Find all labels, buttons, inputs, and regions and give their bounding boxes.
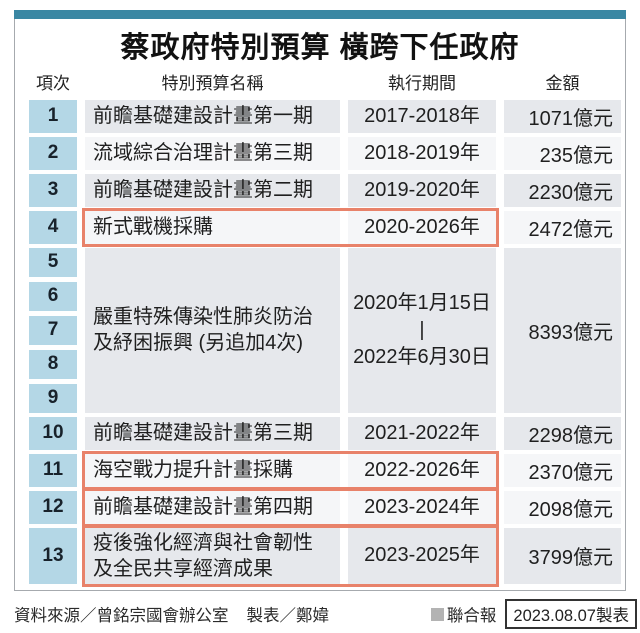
amount-cell: 3799億元 <box>504 527 621 584</box>
header-period: 執行期間 <box>388 74 456 94</box>
item-number-cell: 8 <box>29 349 77 379</box>
table-box: 蔡政府特別預算 橫跨下任政府 項次 特別預算名稱 執行期間 金額 1 前瞻基礎建… <box>14 19 626 591</box>
footer: 資料來源／曾銘宗國會辦公室 製表／鄭媁 聯合報 2023.08.07製表 <box>14 599 637 629</box>
item-number-cell: 7 <box>29 315 77 345</box>
period-cell: 2021-2022年 <box>348 416 496 450</box>
header-item: 項次 <box>36 74 70 94</box>
budget-name-cell: 疫後強化經濟與社會韌性 及全民共享經濟成果 <box>85 527 340 584</box>
brand-square-icon <box>430 607 444 621</box>
amount-cell: 1071億元 <box>504 99 621 133</box>
budget-name-cell: 海空戰力提升計畫採購 <box>85 453 340 487</box>
table-header: 項次 特別預算名稱 執行期間 金額 <box>15 68 625 96</box>
item-number-cell: 11 <box>29 453 77 487</box>
table-row: 3 前瞻基礎建設計畫第二期 2019-2020年 2230億元 <box>29 173 621 207</box>
table-row-highlighted: 11 海空戰力提升計畫採購 2022-2026年 2370億元 <box>29 450 621 490</box>
item-number-cell: 1 <box>29 99 77 133</box>
table-row: 10 前瞻基礎建設計畫第三期 2021-2022年 2298億元 <box>29 416 621 450</box>
table-row: 1 前瞻基礎建設計畫第一期 2017-2018年 1071億元 <box>29 99 621 133</box>
item-number-cell: 2 <box>29 136 77 170</box>
period-cell: 2023-2024年 <box>348 490 496 524</box>
amount-cell: 8393億元 <box>504 247 621 413</box>
amount-cell: 2370億元 <box>504 453 621 487</box>
table-row-merged: 5 6 7 8 9 嚴重特殊傳染性肺炎防治 及紓困振興 (另追加4次) 2020… <box>29 247 621 413</box>
table-row-highlighted: 12 前瞻基礎建設計畫第四期 2023-2024年 2098億元 <box>29 487 621 527</box>
date-box: 2023.08.07製表 <box>505 599 637 629</box>
budget-name-cell: 嚴重特殊傳染性肺炎防治 及紓困振興 (另追加4次) <box>85 247 340 413</box>
budget-name-cell: 前瞻基礎建設計畫第二期 <box>85 173 340 207</box>
period-cell: 2018-2019年 <box>348 136 496 170</box>
budget-name-cell: 前瞻基礎建設計畫第四期 <box>85 490 340 524</box>
highlight-outline: 新式戰機採購 2020-2026年 <box>82 207 499 247</box>
header-amount: 金額 <box>545 74 580 94</box>
amount-cell: 2298億元 <box>504 416 621 450</box>
highlight-outline: 疫後強化經濟與社會韌性 及全民共享經濟成果 2023-2025年 <box>82 524 499 587</box>
period-cell: 2023-2025年 <box>348 527 496 584</box>
brand-name: 聯合報 <box>446 607 497 625</box>
item-number-cell: 13 <box>29 527 77 584</box>
budget-name-cell: 流域綜合治理計畫第三期 <box>85 136 340 170</box>
table-row-highlighted: 13 疫後強化經濟與社會韌性 及全民共享經濟成果 2023-2025年 3799… <box>29 524 621 587</box>
period-cell: 2020-2026年 <box>348 210 496 244</box>
period-cell: 2022-2026年 <box>348 453 496 487</box>
item-number-cell: 4 <box>29 210 77 244</box>
table-row: 2 流域綜合治理計畫第三期 2018-2019年 235億元 <box>29 136 621 170</box>
header-name: 特別預算名稱 <box>161 74 264 94</box>
top-accent-bar <box>14 10 626 19</box>
item-number-cell: 3 <box>29 173 77 207</box>
period-cell: 2017-2018年 <box>348 99 496 133</box>
table-body: 1 前瞻基礎建設計畫第一期 2017-2018年 1071億元 2 流域綜合治理… <box>15 96 625 587</box>
brand-area: 聯合報 2023.08.07製表 <box>430 599 637 629</box>
period-cell: 2020年1月15日 | 2022年6月30日 <box>348 247 496 413</box>
budget-name-cell: 前瞻基礎建設計畫第三期 <box>85 416 340 450</box>
amount-cell: 2098億元 <box>504 490 621 524</box>
item-number-cell: 10 <box>29 416 77 450</box>
budget-name-cell: 新式戰機採購 <box>85 210 340 244</box>
item-number-cell: 6 <box>29 281 77 311</box>
amount-cell: 2472億元 <box>504 210 621 244</box>
table-row-highlighted: 4 新式戰機採購 2020-2026年 2472億元 <box>29 207 621 247</box>
budget-name-cell: 前瞻基礎建設計畫第一期 <box>85 99 340 133</box>
item-number-cell: 12 <box>29 490 77 524</box>
item-number-cell: 5 <box>29 247 77 277</box>
infographic-frame: 蔡政府特別預算 橫跨下任政府 項次 特別預算名稱 執行期間 金額 1 前瞻基礎建… <box>14 10 626 591</box>
highlight-outline: 前瞻基礎建設計畫第四期 2023-2024年 <box>82 487 499 527</box>
item-number-cell: 9 <box>29 383 77 413</box>
footer-maker: 製表／鄭媁 <box>246 607 330 625</box>
item-number-stack: 5 6 7 8 9 <box>29 247 77 413</box>
highlight-outline: 海空戰力提升計畫採購 2022-2026年 <box>82 450 499 490</box>
amount-cell: 2230億元 <box>504 173 621 207</box>
amount-cell: 235億元 <box>504 136 621 170</box>
footer-source: 資料來源／曾銘宗國會辦公室 <box>14 607 229 625</box>
page-title: 蔡政府特別預算 橫跨下任政府 <box>120 32 520 64</box>
period-cell: 2019-2020年 <box>348 173 496 207</box>
